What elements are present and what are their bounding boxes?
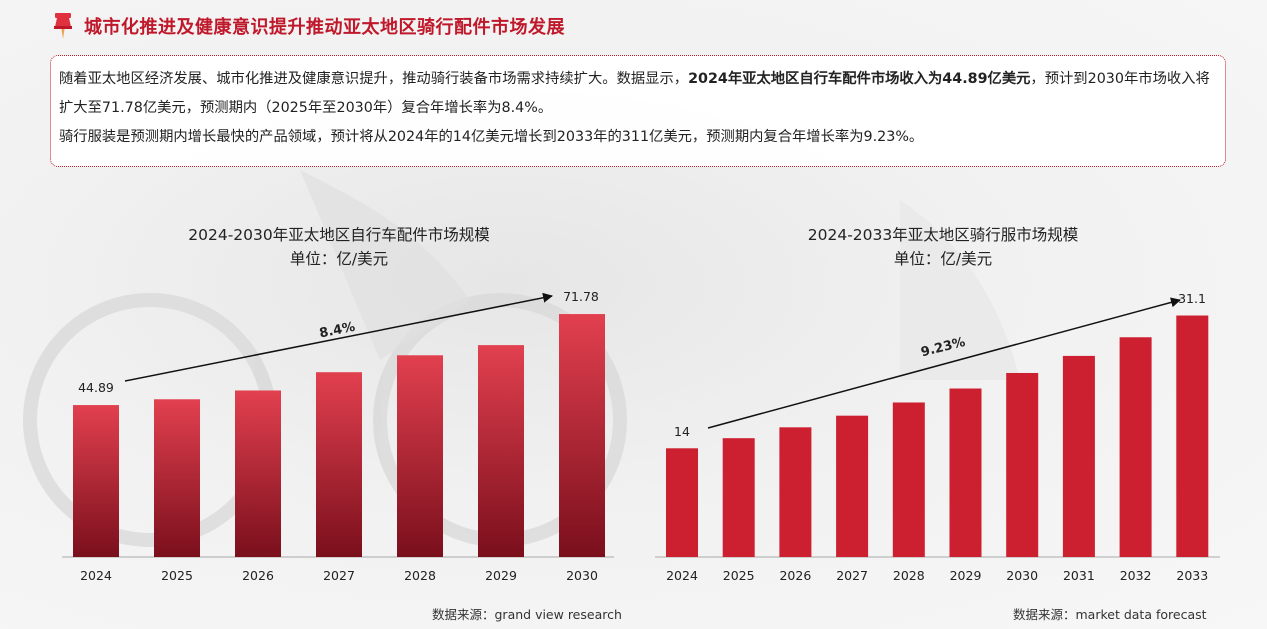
chart2-bar-2024 bbox=[666, 448, 698, 557]
chart1-bar-2026 bbox=[235, 390, 281, 557]
chart2-cagr-label: 9.23% bbox=[919, 335, 966, 360]
chart1-x-tick-2025: 2025 bbox=[161, 568, 193, 583]
chart2-bar-2026 bbox=[779, 427, 812, 557]
chart2-x-tick-2030: 2030 bbox=[1006, 568, 1038, 583]
chart2-x-tick-2026: 2026 bbox=[779, 568, 811, 583]
chart2-x-tick-2033: 2033 bbox=[1176, 568, 1208, 583]
chart2-x-tick-2028: 2028 bbox=[893, 568, 925, 583]
page-title: 城市化推进及健康意识提升推动亚太地区骑行配件市场发展 bbox=[84, 17, 565, 38]
summary-p1-highlight: 2024年亚太地区自行车配件市场收入为44.89亿美元 bbox=[688, 71, 1031, 87]
chart1-source: 数据来源：grand view research bbox=[432, 607, 622, 622]
chart1-unit: 单位：亿/美元 bbox=[290, 250, 388, 268]
summary-paragraph-1: 随着亚太地区经济发展、城市化推进及健康意识提升，推动骑行装备市场需求持续扩大。数… bbox=[59, 65, 1215, 123]
chart1-bar-2029 bbox=[478, 345, 524, 557]
chart2-bar-2031 bbox=[1062, 355, 1095, 557]
chart1-bar-2030 bbox=[559, 314, 605, 557]
chart2-bar-2030 bbox=[1006, 372, 1039, 557]
chart1-x-tick-2026: 2026 bbox=[242, 568, 274, 583]
chart2-first-label: 14 bbox=[674, 424, 690, 439]
summary-paragraph-2: 骑行服装是预测期内增长最快的产品领域，预计将从2024年的14亿美元增长到203… bbox=[59, 129, 924, 145]
chart1-bar-2024 bbox=[73, 405, 119, 557]
chart2-x-tick-2025: 2025 bbox=[723, 568, 755, 583]
chart2-x-tick-2029: 2029 bbox=[950, 568, 982, 583]
chart1-first-label: 44.89 bbox=[78, 380, 114, 395]
pushpin-icon bbox=[54, 13, 72, 39]
chart1-x-tick-2029: 2029 bbox=[485, 568, 517, 583]
chart1-trend-arrow bbox=[124, 292, 553, 382]
chart1-bar-2025 bbox=[154, 399, 200, 557]
summary-box: 随着亚太地区经济发展、城市化推进及健康意识提升，推动骑行装备市场需求持续扩大。数… bbox=[50, 55, 1226, 167]
chart2-bar-2027 bbox=[836, 415, 869, 557]
chart2-bar-2033 bbox=[1176, 315, 1209, 557]
chart1-x-tick-2030: 2030 bbox=[566, 568, 598, 583]
chart2-bar-2028 bbox=[892, 402, 925, 557]
summary-p1-intro: 随着亚太地区经济发展、城市化推进及健康意识提升，推动骑行装备市场需求持续扩大。数… bbox=[59, 71, 689, 87]
chart1-x-tick-2024: 2024 bbox=[80, 568, 112, 583]
page-header: 城市化推进及健康意识提升推动亚太地区骑行配件市场发展 bbox=[52, 10, 565, 42]
chart1-cagr-label: 8.4% bbox=[318, 320, 356, 342]
chart2-last-label: 31.1 bbox=[1178, 291, 1206, 306]
chart2-bar-2029 bbox=[949, 388, 982, 557]
chart1-bar-2028 bbox=[397, 355, 443, 557]
chart2-x-tick-2031: 2031 bbox=[1063, 568, 1095, 583]
chart2-title: 2024-2033年亚太地区骑行服市场规模 bbox=[808, 226, 1079, 244]
chart1-bar-2027 bbox=[316, 372, 362, 557]
chart1-x-tick-2028: 2028 bbox=[404, 568, 436, 583]
chart1-title: 2024-2030年亚太地区自行车配件市场规模 bbox=[188, 226, 490, 244]
chart1-x-tick-2027: 2027 bbox=[323, 568, 355, 583]
chart1-last-label: 71.78 bbox=[563, 289, 599, 304]
chart2-x-tick-2024: 2024 bbox=[666, 568, 698, 583]
chart2-x-tick-2032: 2032 bbox=[1120, 568, 1152, 583]
summary-p1-rest: ，预计到2030年市场收入将扩大至71.78亿美元，预测期内（2025年至203… bbox=[59, 71, 1210, 116]
chart2-bar-2025 bbox=[722, 438, 755, 557]
chart2-x-tick-2027: 2027 bbox=[836, 568, 868, 583]
chart2-source: 数据来源：market data forecast bbox=[1013, 607, 1207, 622]
chart2-unit: 单位：亿/美元 bbox=[894, 250, 992, 268]
chart2-bar-2032 bbox=[1119, 337, 1152, 557]
chart2-trend-arrow bbox=[707, 297, 1181, 429]
